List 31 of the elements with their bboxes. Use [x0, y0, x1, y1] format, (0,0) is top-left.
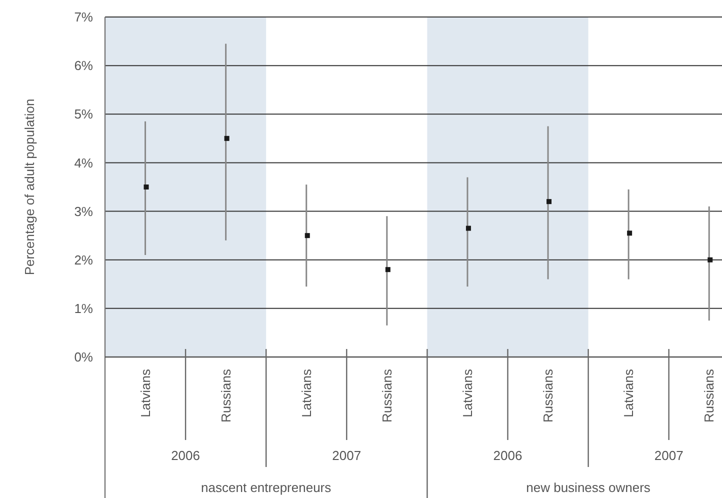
text: 2007 [332, 448, 362, 463]
y-tick-label: 4% [74, 155, 94, 170]
text: 2006 [493, 448, 522, 463]
text: 2006 [171, 448, 200, 463]
point [224, 136, 230, 141]
x-tick-label: Latvians [460, 368, 476, 418]
y-tick-label: 1% [74, 300, 94, 316]
y-tick-label: 3% [74, 204, 94, 219]
x-tick-label: Latvians [138, 368, 153, 418]
point [466, 226, 471, 231]
point [627, 230, 632, 236]
point [546, 199, 552, 204]
x-tick-label: Latvians [298, 368, 314, 418]
x-tick-label: Latvians [621, 368, 636, 418]
point [708, 257, 713, 262]
point [144, 184, 149, 190]
y-tick-label: 6% [74, 58, 94, 74]
y-tick-label: 0% [74, 350, 94, 365]
text: 2007 [654, 448, 684, 463]
y-axis-title: Percentage of adult population [22, 98, 37, 276]
x-tick-label: Russians [702, 368, 717, 422]
y-tick-label: 2% [74, 252, 94, 268]
x-tick-label: Russians [379, 368, 394, 422]
x-tick-label: Russians [540, 368, 556, 422]
point [385, 267, 390, 272]
point [304, 233, 310, 238]
text: nascent entrepreneurs [201, 480, 332, 495]
x-tick-label: Russians [218, 368, 234, 422]
text: new business owners [526, 480, 651, 495]
y-tick-label: 5% [74, 106, 94, 122]
y-tick-label: 7% [74, 10, 94, 25]
